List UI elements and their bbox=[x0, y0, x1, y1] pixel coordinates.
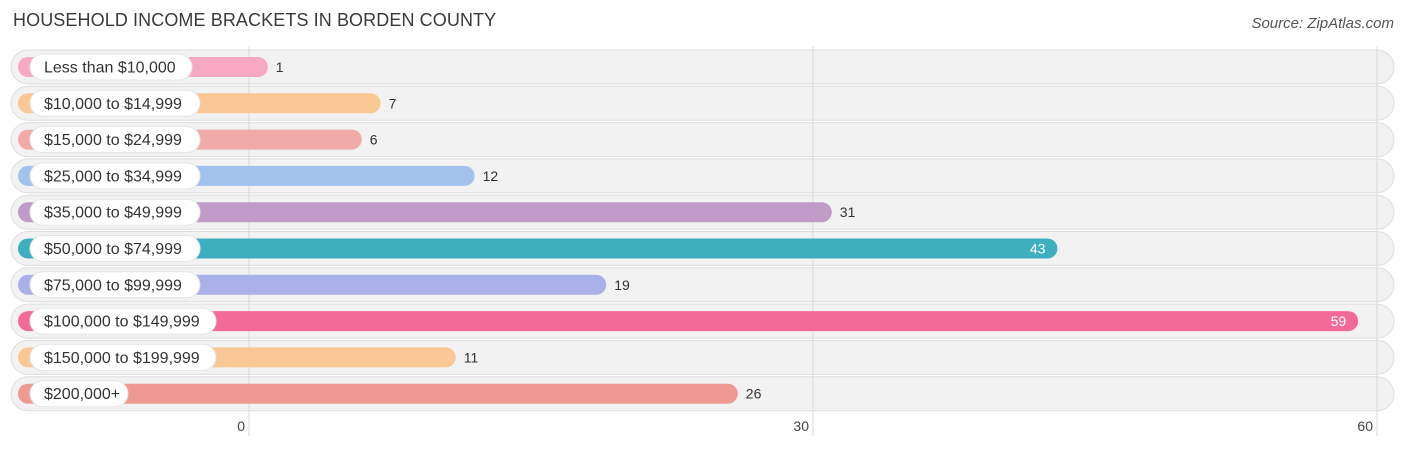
row-track bbox=[10, 49, 1395, 85]
category-label-pill bbox=[29, 271, 201, 299]
category-label-pill bbox=[29, 343, 217, 371]
value-label: 59 bbox=[1331, 313, 1347, 329]
category-label: Less than $10,000 bbox=[44, 60, 176, 77]
category-label-pill bbox=[29, 126, 201, 154]
category-label: $200,000+ bbox=[44, 386, 120, 403]
source-note: Source: ZipAtlas.com bbox=[1251, 15, 1394, 32]
bar[interactable] bbox=[18, 383, 738, 404]
value-label: 19 bbox=[614, 277, 630, 293]
category-label: $100,000 to $149,999 bbox=[44, 314, 200, 331]
bars: Less than $10,000 1 $10,000 to $14,999 7 $15… bbox=[18, 53, 1359, 408]
category-label: $25,000 to $34,999 bbox=[44, 168, 182, 185]
category-label-pill bbox=[29, 89, 201, 117]
bar[interactable] bbox=[18, 202, 832, 223]
category-label: $150,000 to $199,999 bbox=[44, 350, 200, 367]
category-label-pill bbox=[29, 235, 201, 262]
value-label: 43 bbox=[1030, 241, 1046, 257]
x-tick-label: 30 bbox=[793, 418, 809, 434]
category-label-pill bbox=[29, 380, 129, 408]
bar[interactable] bbox=[18, 311, 1359, 332]
chart-title: HOUSEHOLD INCOME BRACKETS IN BORDEN COUN… bbox=[13, 10, 497, 30]
value-label: 26 bbox=[746, 386, 762, 402]
x-tick-label: 0 bbox=[237, 418, 245, 434]
category-label: $15,000 to $24,999 bbox=[44, 132, 182, 149]
category-label: $50,000 to $74,999 bbox=[44, 241, 182, 258]
x-tick-label: 60 bbox=[1357, 418, 1373, 434]
value-label: 12 bbox=[483, 168, 499, 184]
category-label: $75,000 to $99,999 bbox=[44, 277, 182, 294]
value-label: 31 bbox=[840, 204, 856, 220]
x-axis: 0 30 60 bbox=[237, 418, 1373, 434]
category-label: $35,000 to $49,999 bbox=[44, 205, 182, 222]
category-label-pill bbox=[29, 162, 201, 190]
category-label: $10,000 to $14,999 bbox=[44, 96, 182, 113]
category-label-pill bbox=[29, 53, 193, 81]
value-label: 7 bbox=[389, 95, 397, 111]
category-label-pill bbox=[29, 198, 201, 226]
value-label: 1 bbox=[276, 59, 284, 75]
value-label: 11 bbox=[464, 349, 479, 365]
category-label-pill bbox=[29, 307, 217, 335]
value-label: 6 bbox=[370, 132, 378, 148]
bar[interactable] bbox=[18, 238, 1058, 259]
